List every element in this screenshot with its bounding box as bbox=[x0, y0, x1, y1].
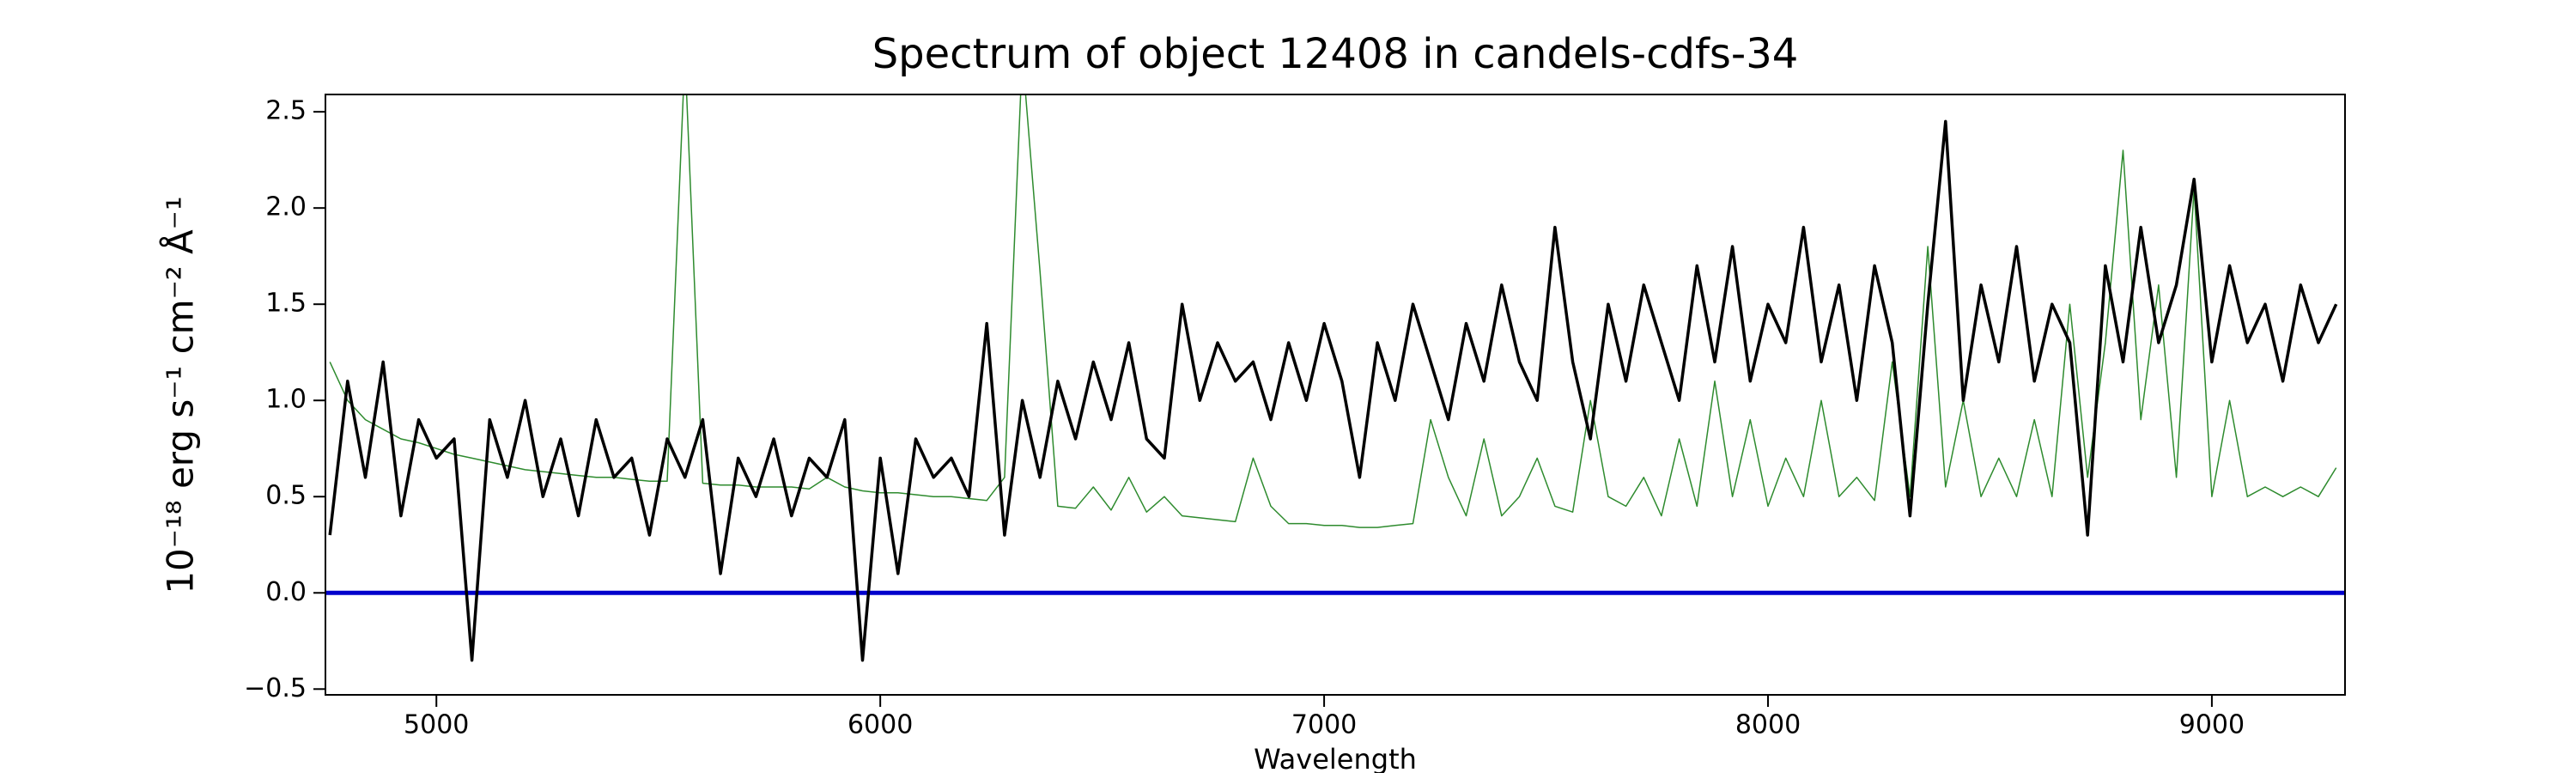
y-axis-label: 10⁻¹⁸ erg s⁻¹ cm⁻² Å⁻¹ bbox=[159, 196, 202, 593]
data-line bbox=[328, 119, 2338, 662]
x-axis-label: Wavelength bbox=[1254, 743, 1417, 773]
y-tick-label: 2.0 bbox=[265, 192, 307, 222]
x-tick-label: 5000 bbox=[404, 710, 469, 740]
x-tick-label: 9000 bbox=[2179, 710, 2245, 740]
y-tick-label: 2.5 bbox=[265, 96, 307, 126]
plot-frame bbox=[325, 94, 2346, 696]
x-tick-label: 7000 bbox=[1291, 710, 1357, 740]
x-tick-label: 6000 bbox=[848, 710, 913, 740]
data-line bbox=[329, 94, 2337, 528]
y-tick-label: 0.0 bbox=[265, 577, 307, 607]
y-tick-label: 1.5 bbox=[265, 289, 307, 319]
y-tick-label: 0.5 bbox=[265, 481, 307, 511]
plot-area bbox=[325, 94, 2345, 662]
y-tick-label: −0.5 bbox=[244, 673, 307, 703]
chart-title: Spectrum of object 12408 in candels-cdfs… bbox=[872, 30, 1799, 78]
x-tick-label: 8000 bbox=[1735, 710, 1801, 740]
y-tick-label: 1.0 bbox=[265, 385, 307, 415]
